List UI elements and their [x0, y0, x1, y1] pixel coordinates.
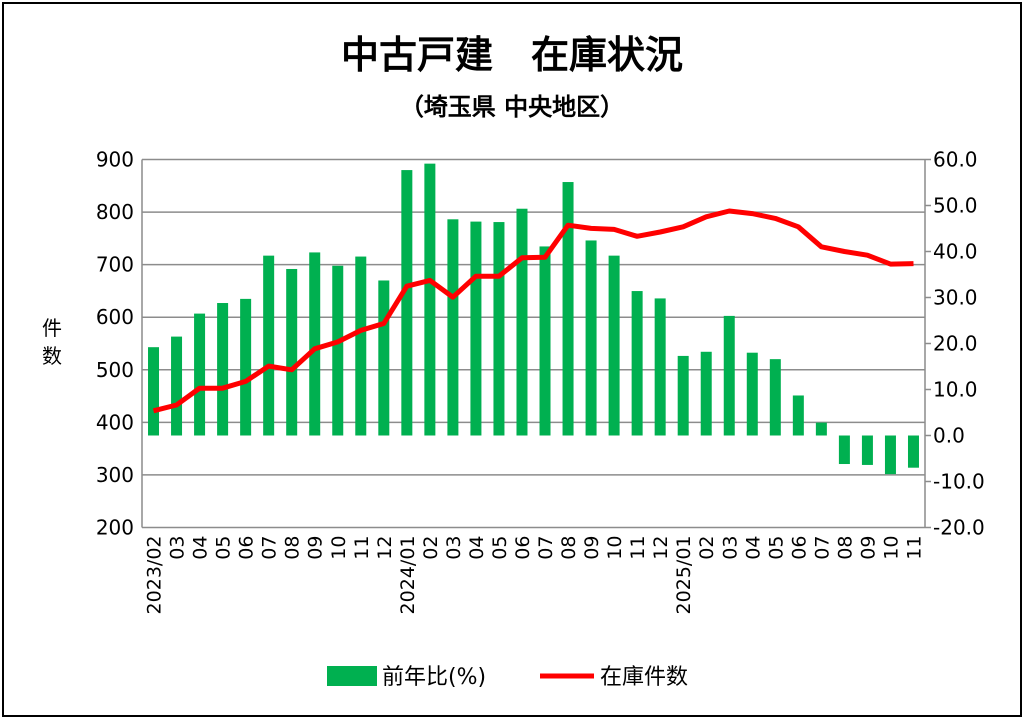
bar	[585, 240, 597, 436]
x-tick-label: 08	[282, 536, 304, 560]
bar	[263, 255, 275, 436]
x-tick-label: 10	[880, 536, 902, 560]
left-tick-label: 800	[96, 200, 134, 224]
x-tick-label: 10	[604, 536, 626, 560]
bar	[171, 336, 183, 436]
left-tick-label: 900	[96, 148, 134, 172]
left-tick-label: 700	[96, 253, 134, 277]
right-tick-label: 40.0	[933, 240, 978, 264]
right-tick-label: -20.0	[933, 516, 985, 540]
left-tick-label: 500	[96, 358, 134, 382]
x-tick-label: 09	[857, 536, 879, 560]
x-tick-label: 08	[834, 536, 856, 560]
bar	[608, 255, 620, 436]
bar	[309, 252, 321, 436]
right-tick-label: 60.0	[933, 148, 978, 172]
x-tick-label: 07	[535, 536, 557, 560]
legend-line-label: 在庫件数	[600, 665, 688, 690]
bar	[815, 422, 827, 436]
bar	[539, 246, 551, 436]
x-tick-label: 02	[420, 536, 442, 560]
bar	[401, 170, 413, 436]
chart-subtitle: （埼玉県 中央地区）	[400, 93, 624, 121]
bar	[723, 315, 735, 436]
left-tick-label: 600	[96, 305, 134, 329]
bar	[838, 435, 850, 465]
x-tick-label: 04	[742, 536, 764, 560]
bar	[884, 435, 896, 475]
bar	[355, 256, 367, 436]
x-tick-label: 04	[190, 536, 212, 560]
x-tick-label: 12	[650, 536, 672, 560]
x-tick-label: 2024/01	[397, 536, 419, 615]
bar	[907, 435, 919, 468]
y-axis-label-char: 数	[42, 344, 62, 368]
bar	[470, 221, 482, 436]
x-tick-label: 2025/01	[673, 536, 695, 615]
bar	[378, 280, 390, 436]
x-tick-label: 06	[512, 536, 534, 560]
x-tick-label: 07	[259, 536, 281, 560]
x-tick-label: 2023/02	[144, 536, 166, 615]
bar	[746, 352, 758, 436]
bar	[286, 268, 298, 436]
x-tick-label: 03	[443, 536, 465, 560]
left-tick-label: 300	[96, 463, 134, 487]
x-tick-label: 09	[305, 536, 327, 560]
y-axis-label-char: 件	[42, 316, 62, 340]
bar	[654, 298, 666, 436]
bar	[769, 359, 781, 436]
bar	[677, 355, 689, 436]
bar	[424, 163, 436, 436]
x-tick-label: 05	[213, 536, 235, 560]
x-tick-label: 07	[811, 536, 833, 560]
bar	[493, 222, 505, 436]
left-tick-label: 200	[96, 516, 134, 540]
x-tick-label: 08	[558, 536, 580, 560]
legend-bar-label: 前年比(%)	[382, 665, 486, 690]
right-tick-label: 20.0	[933, 332, 978, 356]
x-tick-label: 05	[489, 536, 511, 560]
chart-title: 中古戸建 在庫状況	[341, 33, 683, 77]
x-tick-label: 05	[765, 536, 787, 560]
bar	[631, 291, 643, 436]
left-tick-label: 400	[96, 410, 134, 434]
x-tick-label: 11	[627, 536, 649, 560]
bar	[700, 351, 712, 436]
legend-bar-swatch	[327, 666, 377, 686]
x-tick-label: 06	[788, 536, 810, 560]
bar	[217, 303, 229, 436]
bar	[562, 182, 574, 436]
right-tick-label: 10.0	[933, 378, 978, 402]
right-tick-label: 50.0	[933, 194, 978, 218]
x-tick-label: 10	[328, 536, 350, 560]
x-tick-label: 09	[581, 536, 603, 560]
x-tick-label: 12	[374, 536, 396, 560]
x-tick-label: 04	[466, 536, 488, 560]
x-tick-label: 11	[903, 536, 925, 560]
right-tick-label: -10.0	[933, 470, 985, 494]
bar	[148, 347, 160, 436]
bar	[861, 435, 873, 465]
right-tick-label: 30.0	[933, 286, 978, 310]
x-tick-label: 02	[696, 536, 718, 560]
bar	[332, 265, 344, 436]
inventory-line	[152, 208, 914, 414]
x-tick-label: 11	[351, 536, 373, 560]
x-tick-label: 03	[719, 536, 741, 560]
x-tick-label: 03	[167, 536, 189, 560]
bar	[792, 395, 804, 436]
right-tick-label: 0.0	[933, 424, 965, 448]
bar	[194, 313, 206, 436]
x-tick-label: 06	[236, 536, 258, 560]
bar	[516, 208, 528, 436]
bar	[240, 298, 252, 436]
bar	[447, 219, 459, 436]
